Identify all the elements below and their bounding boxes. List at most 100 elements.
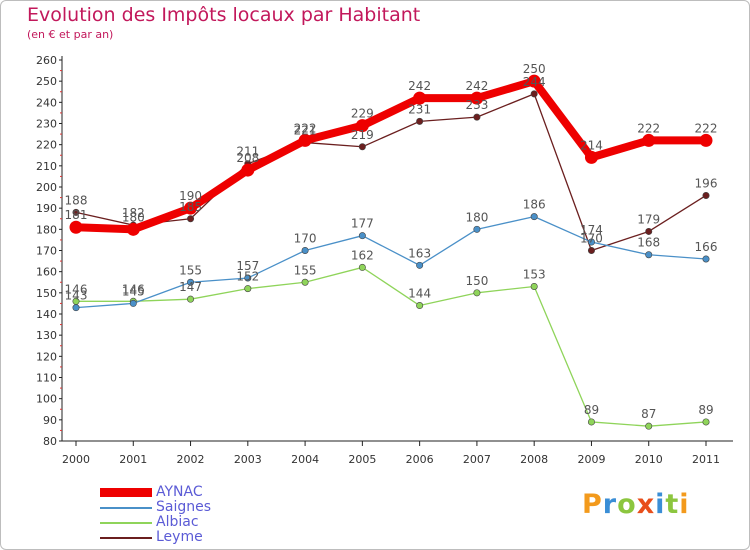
data-label-aynac: 242 [465,79,488,93]
data-point-aynac [470,91,484,105]
data-label-albiac: 89 [584,403,599,417]
chart-title: Evolution des Impôts locaux par Habitant [27,4,421,26]
data-point-aynac [699,133,713,147]
y-tick-label: 90 [43,414,57,427]
data-point-albiac [301,278,309,286]
x-tick-label: 2010 [635,453,663,466]
data-label-aynac: 222 [294,121,317,135]
y-tick-label: 130 [36,329,57,342]
data-point-saignes [473,225,481,233]
data-point-saignes [244,274,252,282]
data-point-saignes [72,304,80,312]
x-tick-label: 2006 [406,453,434,466]
data-point-saignes [530,213,538,221]
y-tick-label: 250 [36,75,57,88]
y-tick-label: 110 [36,372,57,385]
data-label-saignes: 163 [408,246,431,260]
y-tick-label: 100 [36,393,57,406]
y-tick-label: 150 [36,287,57,300]
data-label-aynac: 190 [179,189,202,203]
data-label-saignes: 177 [351,217,374,231]
legend-item-saignes[interactable]: Saignes [100,499,300,515]
data-point-leyme [358,143,366,151]
data-point-leyme [587,247,595,255]
data-point-leyme [530,90,538,98]
data-label-albiac: 162 [351,248,374,262]
legend-label-albiac: Albiac [156,514,199,530]
data-point-albiac [473,289,481,297]
data-label-saignes: 186 [523,198,546,212]
data-label-saignes: 145 [122,284,145,298]
data-label-albiac: 152 [236,270,259,284]
data-label-albiac: 146 [122,282,145,296]
data-point-albiac [587,418,595,426]
brand-letter: t [665,489,680,520]
data-label-albiac: 153 [523,267,546,281]
data-point-saignes [416,261,424,269]
data-point-saignes [129,299,137,307]
data-point-aynac [527,74,541,88]
data-point-aynac [413,91,427,105]
x-tick-label: 2011 [692,453,720,466]
data-point-aynac [126,222,140,236]
series-line-leyme [75,93,707,252]
data-label-leyme: 179 [637,212,660,226]
data-label-leyme: 185 [179,200,202,214]
data-label-aynac: 222 [695,121,718,135]
data-point-aynac [184,201,198,215]
legend-item-albiac[interactable]: Albiac [100,514,300,530]
legend-item-aynac[interactable]: AYNAC [100,484,300,500]
data-point-aynac [298,133,312,147]
data-label-saignes: 155 [179,263,202,277]
data-point-saignes [301,247,309,255]
x-tick-label: 2002 [177,453,205,466]
legend-label-leyme: Leyme [156,529,203,545]
data-label-aynac: 208 [236,151,259,165]
data-point-saignes [187,278,195,286]
data-label-albiac: 150 [465,274,488,288]
legend-swatch-leyme [100,537,152,539]
data-label-leyme: 170 [580,232,603,246]
data-point-saignes [358,232,366,240]
data-label-saignes: 166 [695,240,718,254]
data-point-albiac [645,422,653,430]
x-tick-label: 2007 [463,453,491,466]
data-label-leyme: 188 [65,193,88,207]
data-point-albiac [358,263,366,271]
y-tick-label: 210 [36,160,57,173]
data-point-leyme [187,215,195,223]
legend-item-leyme[interactable]: Leyme [100,529,300,545]
data-label-saignes: 170 [294,232,317,246]
data-label-saignes: 143 [65,289,88,303]
data-label-saignes: 180 [465,210,488,224]
brand-letter: o [617,489,637,520]
data-point-aynac [69,220,83,234]
data-label-albiac: 155 [294,263,317,277]
brand-letter: i [679,489,690,520]
data-point-leyme [416,117,424,125]
y-tick-label: 80 [43,435,57,448]
legend-swatch-aynac [100,488,152,497]
x-tick-label: 2005 [348,453,376,466]
y-tick-label: 160 [36,266,57,279]
data-point-albiac [187,295,195,303]
chart-subtitle: (en € et par an) [27,28,114,41]
legend-swatch-albiac [100,522,152,524]
data-label-albiac: 146 [65,282,88,296]
data-label-aynac: 250 [523,62,546,76]
data-label-albiac: 89 [698,403,713,417]
data-label-leyme: 231 [408,102,431,116]
data-point-aynac [642,133,656,147]
data-label-albiac: 147 [179,280,202,294]
y-tick-label: 170 [36,245,57,258]
data-point-saignes [702,255,710,263]
legend-swatch-saignes [100,507,152,509]
data-label-aynac: 181 [65,208,88,222]
data-point-leyme [645,227,653,235]
y-tick-label: 200 [36,181,57,194]
y-tick-label: 240 [36,96,57,109]
data-point-saignes [645,251,653,259]
data-label-leyme: 221 [294,124,317,138]
y-tick-label: 180 [36,223,57,236]
